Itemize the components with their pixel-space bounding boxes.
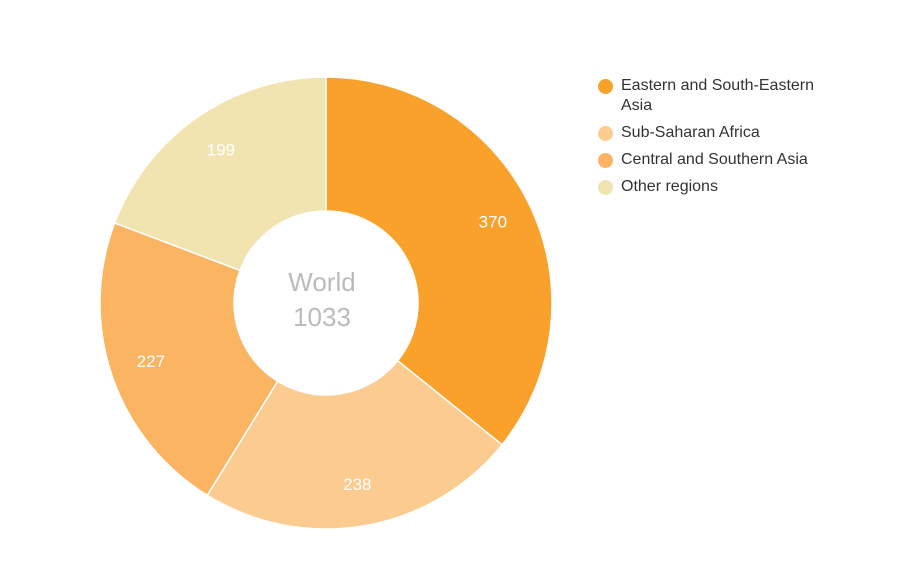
legend-item: Sub-Saharan Africa [598,123,848,143]
legend-item: Central and Southern Asia [598,150,848,170]
center-value: 1033 [293,302,351,332]
value-label: 199 [207,140,235,159]
legend-marker [598,180,613,195]
legend-marker [598,126,613,141]
slice [206,359,504,530]
legend: Eastern and South-Eastern Asia Sub-Sahara… [598,76,848,204]
slice [99,222,279,497]
legend-label: Other regions [621,178,718,195]
legend-item: Other regions [598,177,848,197]
legend-marker [598,79,613,94]
legend-marker [598,153,613,168]
value-label: 238 [343,475,371,494]
slice [113,76,327,272]
legend-label: Eastern and South-Eastern Asia [621,77,815,114]
center-title: World [288,267,355,297]
slice [325,76,553,446]
legend-label: Sub-Saharan Africa [621,124,760,141]
value-label: 227 [137,352,165,371]
legend-label: Central and Southern Asia [621,151,808,168]
value-label: 370 [479,213,507,232]
legend-item: Eastern and South-Eastern Asia [598,76,848,116]
